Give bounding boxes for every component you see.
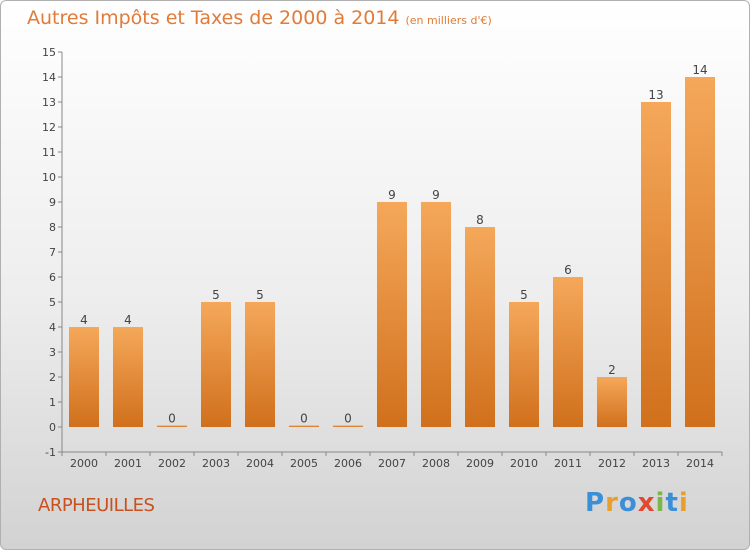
y-tick-label: 6 — [49, 271, 56, 284]
place-name: ARPHEUILLES — [38, 495, 155, 516]
bar — [289, 425, 319, 427]
x-tick-label: 2008 — [422, 457, 450, 470]
y-tick-label: 13 — [42, 96, 56, 109]
y-tick-label: 2 — [49, 371, 56, 384]
bar — [333, 425, 363, 427]
bar — [509, 302, 539, 427]
y-tick-label: 1 — [49, 396, 56, 409]
y-tick-label: 8 — [49, 221, 56, 234]
x-tick-label: 2002 — [158, 457, 186, 470]
bar — [421, 202, 451, 427]
bar — [157, 425, 187, 427]
x-tick-label: 2013 — [642, 457, 670, 470]
brand-logo: Proxiti — [585, 488, 689, 518]
bar-value-label: 4 — [80, 313, 88, 327]
x-tick-label: 2001 — [114, 457, 142, 470]
y-tick-label: 14 — [42, 71, 56, 84]
y-tick-label: 3 — [49, 346, 56, 359]
x-tick-label: 2012 — [598, 457, 626, 470]
y-tick-label: 5 — [49, 296, 56, 309]
bar-value-label: 13 — [648, 88, 663, 102]
chart-title-unit: (en milliers d'€) — [405, 14, 492, 27]
bar — [113, 327, 143, 427]
bar-value-label: 0 — [344, 412, 352, 426]
x-tick-label: 2014 — [686, 457, 714, 470]
bar-value-label: 14 — [692, 63, 707, 77]
bar-value-label: 9 — [432, 188, 440, 202]
bar-value-label: 0 — [168, 412, 176, 426]
x-tick-label: 2000 — [70, 457, 98, 470]
bar-value-label: 2 — [608, 363, 616, 377]
y-tick-label: 15 — [42, 46, 56, 59]
x-tick-label: 2005 — [290, 457, 318, 470]
bar — [69, 327, 99, 427]
y-tick-label: 7 — [49, 246, 56, 259]
bar — [201, 302, 231, 427]
bar — [553, 277, 583, 427]
x-tick-label: 2009 — [466, 457, 494, 470]
bar-value-label: 5 — [212, 288, 220, 302]
y-tick-label: 0 — [49, 421, 56, 434]
bar-value-label: 4 — [124, 313, 132, 327]
bar — [641, 102, 671, 427]
bar — [377, 202, 407, 427]
y-tick-label: 9 — [49, 196, 56, 209]
bar-value-label: 5 — [256, 288, 264, 302]
x-tick-label: 2007 — [378, 457, 406, 470]
bar-value-label: 8 — [476, 213, 484, 227]
y-tick-label: 12 — [42, 121, 56, 134]
bars-group: 4 4 0 5 5 0 0 9 9 8 5 6 2 13 14 — [69, 63, 715, 427]
bar-value-label: 9 — [388, 188, 396, 202]
bar — [597, 377, 627, 427]
chart-title-main: Autres Impôts et Taxes de 2000 à 2014 — [27, 7, 400, 29]
chart-title: Autres Impôts et Taxes de 2000 à 2014 (en… — [27, 7, 492, 29]
bar — [685, 77, 715, 427]
bar-value-label: 0 — [300, 412, 308, 426]
y-tick-label: 11 — [42, 146, 56, 159]
y-tick-label: -1 — [45, 446, 56, 459]
x-tick-label: 2006 — [334, 457, 362, 470]
x-tick-label: 2004 — [246, 457, 274, 470]
x-tick-label: 2011 — [554, 457, 582, 470]
x-tick-label: 2003 — [202, 457, 230, 470]
bar-value-label: 6 — [564, 263, 572, 277]
bar — [465, 227, 495, 427]
y-tick-label: 10 — [42, 171, 56, 184]
y-tick-label: 4 — [49, 321, 56, 334]
bar — [245, 302, 275, 427]
bar-value-label: 5 — [520, 288, 528, 302]
x-tick-label: 2010 — [510, 457, 538, 470]
